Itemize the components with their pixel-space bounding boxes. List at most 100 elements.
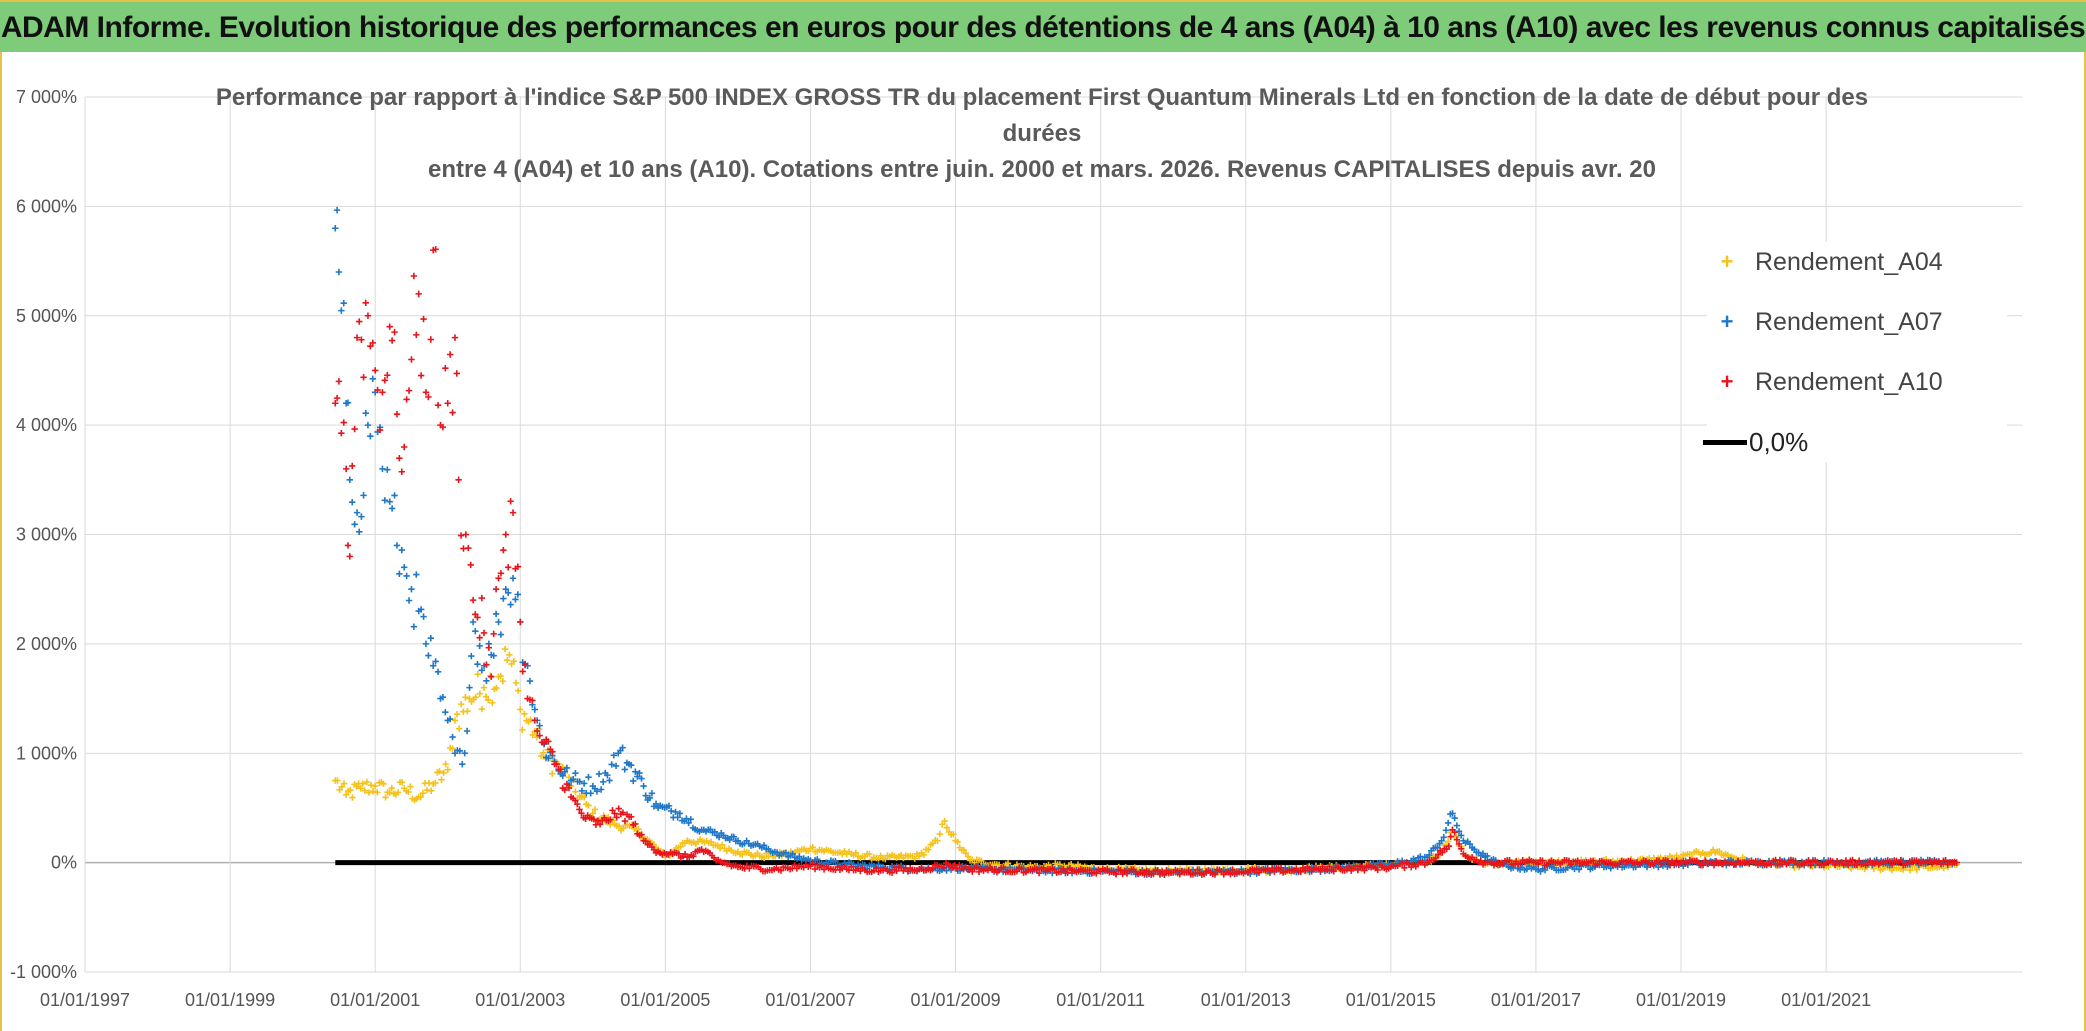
- data-point: [351, 425, 358, 433]
- data-point: [578, 787, 586, 795]
- data-point: [386, 498, 393, 505]
- data-point: [480, 684, 488, 691]
- data-point: [420, 315, 427, 323]
- data-point: [463, 727, 471, 735]
- x-tick-label: 01/01/1999: [185, 990, 275, 1010]
- data-point: [362, 410, 369, 417]
- data-point: [873, 864, 880, 872]
- data-point: [1112, 871, 1120, 878]
- data-point: [621, 766, 628, 773]
- data-point: [466, 684, 473, 691]
- data-point: [438, 776, 445, 783]
- data-point: [427, 336, 435, 343]
- data-point: [1271, 868, 1278, 875]
- data-point: [604, 771, 611, 779]
- data-point: [356, 318, 363, 325]
- data-point: [439, 423, 447, 431]
- data-point: [1942, 857, 1949, 864]
- data-point: [484, 696, 492, 704]
- legend-label-a10: Rendement_A10: [1755, 367, 1943, 396]
- data-point: [504, 656, 511, 664]
- report-title: ADAM Informe. Evolution historique des p…: [0, 11, 2086, 44]
- data-point: [512, 596, 519, 603]
- data-point: [627, 762, 635, 769]
- data-point: [1453, 836, 1461, 843]
- data-point: [595, 770, 603, 778]
- data-point: [1405, 860, 1413, 867]
- y-tick-label: 2 000%: [16, 634, 77, 654]
- data-point: [407, 783, 414, 790]
- x-tick-label: 01/01/2003: [475, 990, 565, 1010]
- data-point: [434, 668, 442, 676]
- data-point: [482, 693, 490, 700]
- data-point: [1345, 863, 1353, 871]
- y-tick-label: 0%: [51, 853, 77, 873]
- data-point: [398, 468, 405, 475]
- data-point: [1444, 819, 1452, 827]
- data-point: [408, 585, 415, 593]
- data-point: [346, 553, 353, 560]
- data-point: [405, 597, 413, 604]
- legend-item-a07: + Rendement_A07: [1707, 302, 1943, 342]
- data-point: [1686, 850, 1693, 858]
- data-point: [502, 585, 509, 593]
- data-point: [362, 299, 369, 307]
- data-point: [904, 868, 912, 875]
- data-point: [417, 793, 424, 801]
- data-point: [357, 785, 364, 792]
- data-point: [964, 853, 972, 860]
- data-point: [361, 787, 369, 794]
- data-point: [351, 521, 358, 528]
- data-point: [342, 791, 350, 799]
- data-point: [848, 863, 855, 871]
- data-point: [340, 299, 347, 307]
- legend-item-a10: + Rendement_A10: [1707, 362, 1943, 402]
- data-point: [1176, 871, 1183, 878]
- data-point: [388, 505, 396, 512]
- data-point: [962, 850, 970, 857]
- data-point: [356, 528, 363, 535]
- data-point: [585, 802, 592, 809]
- data-point: [521, 710, 528, 718]
- data-point: [432, 779, 439, 787]
- data-point: [403, 572, 410, 580]
- data-point: [488, 673, 495, 680]
- data-point: [413, 331, 420, 339]
- data-point: [1432, 854, 1440, 862]
- data-point: [969, 868, 976, 875]
- data-point: [338, 307, 345, 314]
- data-point: [1906, 866, 1914, 874]
- data-point: [388, 784, 395, 792]
- data-point: [344, 399, 352, 406]
- data-point: [619, 809, 627, 816]
- data-point: [549, 770, 556, 777]
- data-point: [936, 830, 944, 838]
- data-point: [465, 544, 472, 552]
- data-point: [929, 865, 936, 873]
- data-point: [941, 817, 948, 825]
- data-point: [1434, 851, 1442, 858]
- data-point: [504, 564, 512, 571]
- data-point: [615, 822, 623, 830]
- data-point: [403, 396, 410, 403]
- data-point: [627, 813, 635, 821]
- data-point: [353, 509, 361, 516]
- data-point: [415, 290, 422, 298]
- data-point: [358, 513, 365, 520]
- y-tick-label: 6 000%: [16, 196, 77, 216]
- data-point: [1594, 861, 1601, 868]
- data-point: [576, 806, 583, 813]
- data-point: [888, 869, 896, 876]
- data-point: [1673, 857, 1680, 864]
- x-tick-label: 01/01/1997: [40, 990, 130, 1010]
- data-point: [553, 760, 560, 768]
- data-point: [920, 851, 928, 859]
- data-point: [333, 206, 341, 214]
- data-point: [589, 810, 597, 817]
- data-point: [384, 466, 391, 473]
- data-point: [1104, 865, 1111, 873]
- data-point: [1831, 861, 1839, 868]
- x-tick-label: 01/01/2019: [1636, 990, 1726, 1010]
- data-point: [340, 419, 347, 426]
- data-point: [882, 856, 889, 863]
